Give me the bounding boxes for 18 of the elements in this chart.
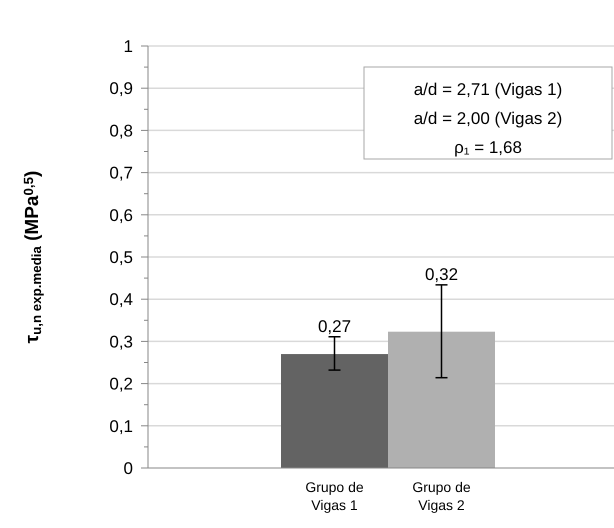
y-tick-label: 1 xyxy=(124,36,133,56)
data-label: 0,27 xyxy=(318,316,352,336)
y-tick-label: 0 xyxy=(124,458,133,478)
y-tick-label: 0,9 xyxy=(109,79,133,98)
x-tick-label: Grupo de Vigas 2 xyxy=(412,479,471,513)
x-tick-label: Grupo de Vigas 1 xyxy=(305,479,364,513)
y-tick-label: 0,6 xyxy=(109,206,133,225)
annotation: a/d = 2,71 (Vigas 1) xyxy=(414,80,562,99)
y-tick-label: 0,1 xyxy=(109,416,133,436)
y-tick-label: 0,4 xyxy=(109,290,133,310)
annotation: a/d = 2,00 (Vigas 2) xyxy=(414,109,562,128)
y-tick-label: 0,3 xyxy=(109,332,133,352)
annotation: ρ₁ = 1,68 xyxy=(454,138,522,157)
y-tick-label: 0,5 xyxy=(109,248,133,267)
y-tick-label: 0,7 xyxy=(109,164,133,183)
y-tick-label: 0,2 xyxy=(109,374,133,394)
y-tick-label: 0,8 xyxy=(109,121,133,140)
data-label: 0,32 xyxy=(424,264,458,284)
